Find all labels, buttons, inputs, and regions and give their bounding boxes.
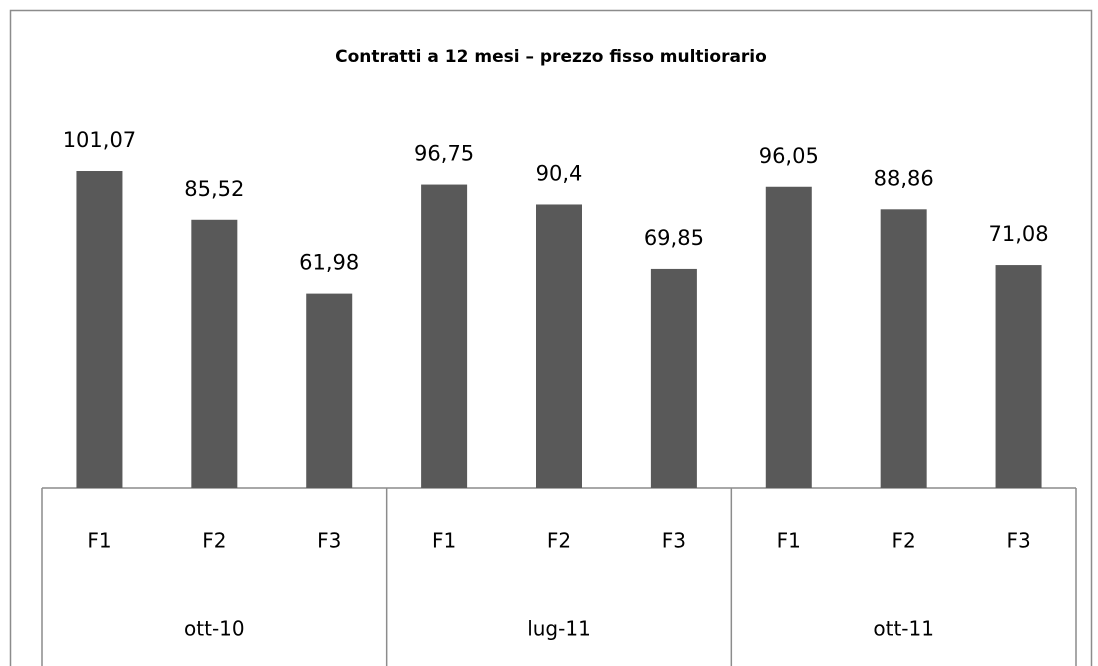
bar: [880, 209, 927, 488]
x-tick-label: F1: [87, 529, 111, 553]
x-tick-label: F3: [1006, 529, 1030, 553]
bar: [421, 184, 468, 488]
group-label: lug-11: [527, 617, 591, 641]
data-label: 69,85: [644, 226, 704, 250]
x-tick-label: F2: [202, 529, 226, 553]
bar: [536, 204, 582, 489]
bar: [765, 186, 812, 489]
chart-title: Contratti a 12 mesi – prezzo fisso multi…: [335, 47, 767, 67]
group-label: ott-10: [184, 617, 245, 641]
data-label: 90,4: [536, 161, 583, 185]
x-tick-label: F3: [317, 529, 341, 553]
data-label: 85,52: [184, 177, 244, 201]
data-label: 71,08: [988, 222, 1048, 246]
data-label: 61,98: [299, 251, 359, 275]
data-label: 96,05: [759, 144, 819, 168]
x-tick-label: F2: [547, 529, 571, 553]
data-label: 88,86: [874, 166, 934, 190]
bar: [191, 219, 238, 488]
bar: [650, 268, 697, 488]
bar: [76, 171, 123, 488]
x-tick-label: F1: [432, 529, 456, 553]
data-label: 96,75: [414, 142, 474, 166]
x-tick-label: F1: [777, 529, 801, 553]
x-tick-label: F2: [892, 529, 916, 553]
group-label: ott-11: [873, 617, 934, 641]
data-label: 101,07: [63, 128, 136, 152]
x-tick-label: F3: [662, 529, 686, 553]
bar: [995, 265, 1042, 488]
bar: [306, 293, 353, 488]
